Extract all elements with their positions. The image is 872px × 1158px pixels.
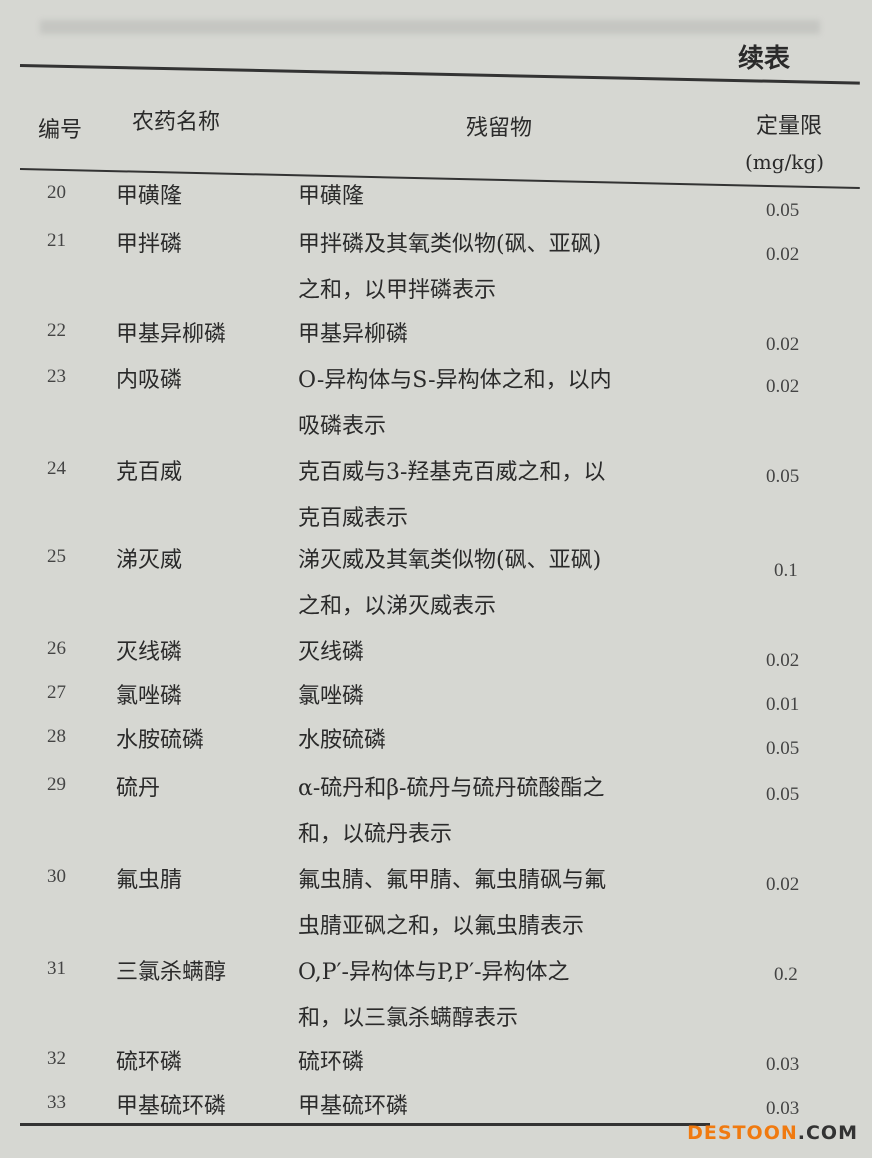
residue-text: 克百威表示 (298, 506, 409, 531)
quantification-limit: 0.05 (766, 784, 800, 805)
quantification-limit: 0.03 (766, 1054, 800, 1075)
residue-text: 氟虫腈、氟甲腈、氟虫腈砜与氟 (298, 868, 607, 893)
residue-text: O-异构体与S-异构体之和，以内 (298, 368, 612, 393)
row-number: 29 (47, 774, 66, 795)
residue-text: O,P′-异构体与P,P′-异构体之 (298, 960, 570, 985)
pesticide-name: 克百威 (116, 460, 183, 485)
row-number: 20 (47, 182, 66, 203)
quantification-limit: 0.1 (774, 560, 798, 581)
continued-label: 续表 (738, 44, 791, 74)
residue-text: 硫环磷 (298, 1050, 365, 1075)
quantification-limit: 0.05 (766, 738, 800, 759)
residue-text: 甲磺隆 (298, 184, 365, 209)
header-num: 编号 (38, 118, 83, 143)
row-number: 21 (47, 230, 66, 251)
residue-text: 之和，以涕灭威表示 (298, 594, 497, 619)
row-number: 27 (47, 682, 66, 703)
pesticide-name: 硫丹 (116, 776, 161, 801)
pesticide-name: 甲磺隆 (116, 184, 183, 209)
residue-text: 甲基硫环磷 (298, 1094, 409, 1119)
quantification-limit: 0.03 (766, 1098, 800, 1119)
residue-text: 虫腈亚砜之和，以氟虫腈表示 (298, 914, 585, 939)
bottom-rule (20, 1123, 710, 1126)
header-unit: (mg/kg) (745, 150, 825, 174)
row-number: 32 (47, 1048, 66, 1069)
row-number: 26 (47, 638, 66, 659)
row-number: 22 (47, 320, 66, 341)
header-limit: 定量限 (756, 114, 823, 139)
quantification-limit: 0.02 (766, 376, 800, 397)
top-rule (19, 64, 860, 85)
pesticide-name: 涕灭威 (116, 548, 183, 573)
pesticide-name: 氟虫腈 (116, 868, 183, 893)
pesticide-name: 灭线磷 (116, 640, 183, 665)
residue-text: 水胺硫磷 (298, 728, 387, 753)
residue-text: 克百威与3-羟基克百威之和，以 (298, 460, 606, 485)
pesticide-name: 甲基异柳磷 (116, 322, 227, 347)
row-number: 25 (47, 546, 66, 567)
pesticide-name: 氯唑磷 (116, 684, 183, 709)
pesticide-name: 甲基硫环磷 (116, 1094, 227, 1119)
header-name: 农药名称 (132, 110, 221, 135)
row-number: 24 (47, 458, 66, 479)
quantification-limit: 0.02 (766, 334, 800, 355)
row-number: 30 (47, 866, 66, 887)
row-number: 23 (47, 366, 66, 387)
residue-text: 吸磷表示 (298, 414, 387, 439)
quantification-limit: 0.05 (766, 200, 800, 221)
residue-text: 甲基异柳磷 (298, 322, 409, 347)
residue-text: 灭线磷 (298, 640, 365, 665)
residue-text: 之和，以甲拌磷表示 (298, 278, 497, 303)
residue-text: 甲拌磷及其氧类似物(砜、亚砜) (298, 232, 602, 257)
pesticide-name: 水胺硫磷 (116, 728, 205, 753)
row-number: 28 (47, 726, 66, 747)
quantification-limit: 0.02 (766, 244, 800, 265)
quantification-limit: 0.02 (766, 650, 800, 671)
residue-text: 氯唑磷 (298, 684, 365, 709)
pesticide-name: 三氯杀螨醇 (116, 960, 227, 985)
quantification-limit: 0.2 (774, 964, 798, 985)
quantification-limit: 0.05 (766, 466, 800, 487)
residue-text: α-硫丹和β-硫丹与硫丹硫酸酯之 (298, 776, 605, 801)
pesticide-name: 内吸磷 (116, 368, 183, 393)
row-number: 33 (47, 1092, 66, 1113)
pesticide-name: 甲拌磷 (116, 232, 183, 257)
residue-text: 和，以三氯杀螨醇表示 (298, 1006, 519, 1031)
bleed-through-text (40, 20, 820, 34)
row-number: 31 (47, 958, 66, 979)
pesticide-name: 硫环磷 (116, 1050, 183, 1075)
watermark-logo: DESTOON.COM (687, 1122, 858, 1144)
quantification-limit: 0.01 (766, 694, 800, 715)
residue-text: 和，以硫丹表示 (298, 822, 453, 847)
quantification-limit: 0.02 (766, 874, 800, 895)
residue-text: 涕灭威及其氧类似物(砜、亚砜) (298, 548, 602, 573)
header-residue: 残留物 (466, 116, 533, 141)
